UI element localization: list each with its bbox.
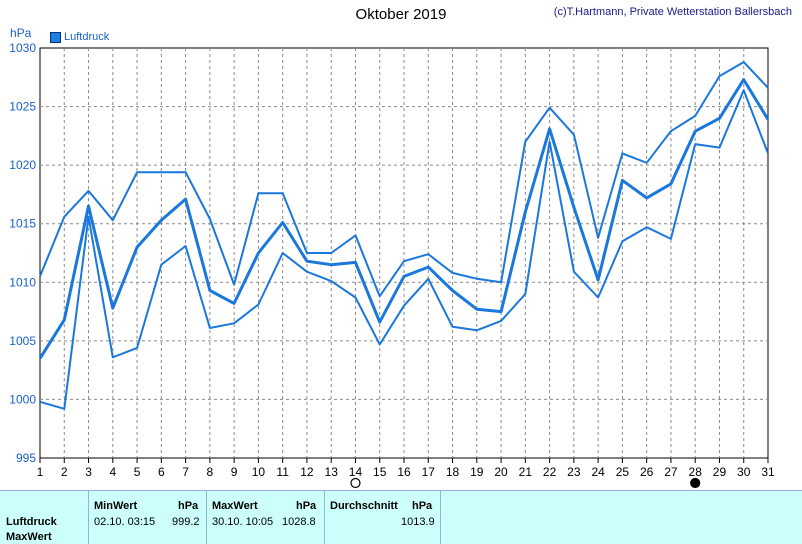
x-tick-label: 23 [567, 465, 581, 479]
new-moon-icon [350, 477, 361, 489]
avg-value: 1013.9 [401, 516, 435, 528]
x-tick-label: 26 [640, 465, 654, 479]
x-tick-label: 18 [446, 465, 460, 479]
x-tick-label: 8 [207, 465, 214, 479]
y-tick-label: 1030 [9, 41, 36, 55]
x-tick-label: 11 [276, 465, 289, 479]
series-line-min [39, 89, 769, 410]
min-time: 02.10. 03:15 [94, 516, 156, 528]
panel-divider [440, 491, 441, 544]
x-tick-label: 6 [158, 465, 165, 479]
stats-row-label: Luftdruck [6, 516, 57, 528]
x-tick-label: 5 [134, 465, 141, 479]
max-header: MaxWert [212, 500, 258, 512]
x-tick-label: 12 [300, 465, 314, 479]
x-tick-label: 1 [37, 465, 44, 479]
y-tick-label: 1025 [9, 100, 36, 114]
x-tick-label: 31 [761, 465, 775, 479]
chart-title: Oktober 2019 [355, 6, 447, 23]
x-tick-label: 19 [470, 465, 484, 479]
x-tick-label: 7 [182, 465, 189, 479]
panel-divider [206, 491, 207, 544]
y-tick-label: 1000 [9, 392, 36, 406]
y-axis-unit: hPa [10, 26, 32, 40]
x-tick-label: 24 [591, 465, 605, 479]
max-unit: hPa [296, 500, 317, 512]
max-value: 1028.8 [282, 516, 316, 528]
x-tick-label: 22 [543, 465, 557, 479]
x-tick-label: 2 [61, 465, 68, 479]
avg-unit: hPa [412, 500, 433, 512]
max-time: 30.10. 10:05 [212, 516, 274, 528]
avg-header: Durchschnitt [330, 500, 398, 512]
full-moon-icon [690, 477, 701, 489]
y-tick-label: 1020 [9, 158, 36, 172]
series-line-mean [38, 78, 770, 360]
x-tick-label: 9 [231, 465, 238, 479]
legend-label: Luftdruck [64, 31, 110, 43]
x-tick-label: 14 [349, 465, 363, 479]
stats-panel: Luftdruck MaxWert MinWert hPa 02.10. 03:… [0, 490, 802, 544]
x-tick-label: 13 [325, 465, 339, 479]
min-unit: hPa [178, 500, 199, 512]
min-header: MinWert [94, 500, 138, 512]
legend: Luftdruck [50, 31, 109, 43]
x-tick-label: 4 [109, 465, 116, 479]
x-tick-label: 28 [689, 465, 703, 479]
min-value: 999.2 [172, 516, 200, 528]
panel-divider [88, 491, 89, 544]
x-tick-label: 3 [85, 465, 92, 479]
x-tick-label: 21 [519, 465, 533, 479]
stats-row-label-2: MaxWert [6, 531, 52, 543]
x-tick-label: 30 [737, 465, 751, 479]
x-tick-label: 15 [373, 465, 387, 479]
x-tick-label: 20 [494, 465, 508, 479]
x-tick-label: 29 [713, 465, 727, 479]
y-tick-label: 1015 [9, 217, 36, 231]
legend-swatch [50, 31, 61, 43]
x-tick-label: 17 [422, 465, 436, 479]
panel-divider [324, 491, 325, 544]
x-tick-label: 27 [664, 465, 678, 479]
y-tick-label: 1005 [9, 334, 36, 348]
y-tick-label: 1010 [9, 275, 36, 289]
y-tick-label: 995 [16, 451, 36, 465]
x-tick-label: 25 [616, 465, 630, 479]
x-tick-label: 16 [397, 465, 411, 479]
series-line-max [39, 61, 769, 298]
x-tick-label: 10 [252, 465, 266, 479]
credit-text: (c)T.Hartmann, Private Wetterstation Bal… [553, 6, 792, 18]
